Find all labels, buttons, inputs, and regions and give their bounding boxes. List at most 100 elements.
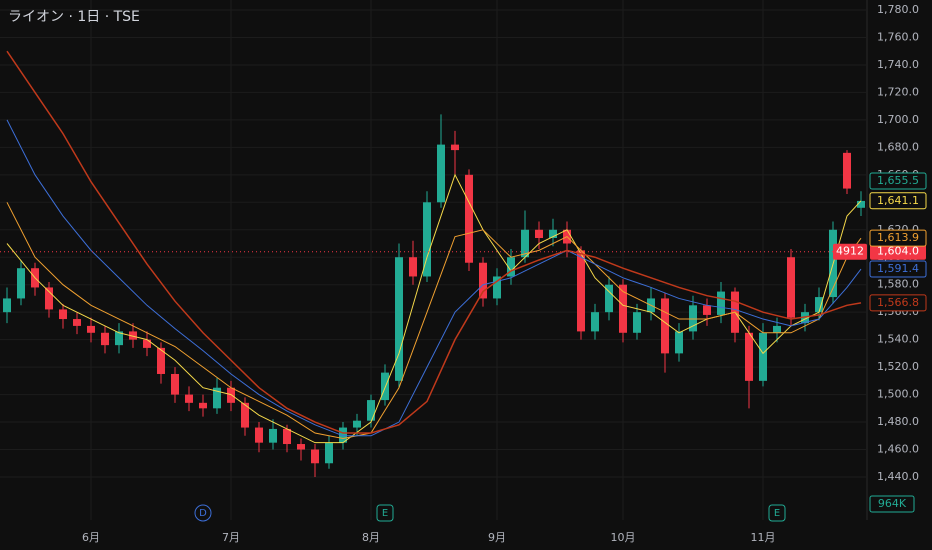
candle-body [199, 402, 207, 409]
candle-body [521, 229, 529, 258]
price-label-box [869, 229, 927, 247]
candle-body [171, 373, 179, 395]
candle-body [73, 319, 81, 326]
candle-body [675, 331, 683, 354]
candle-body [773, 325, 781, 333]
x-tick-label: 9月 [488, 531, 506, 544]
candle-body [577, 250, 585, 332]
candle-body [857, 200, 865, 208]
price-label: 1,655.5 [877, 174, 919, 187]
y-tick-label: 1,460.0 [877, 443, 919, 456]
event-marker [194, 504, 212, 522]
candle-body [787, 257, 795, 318]
y-tick-label: 1,760.0 [877, 30, 919, 43]
event-label: E [382, 508, 388, 519]
moving-average [6, 202, 862, 440]
y-tick-label: 1,540.0 [877, 333, 919, 346]
price-label: 1,566.8 [877, 296, 919, 309]
candle-body [451, 144, 459, 151]
x-tick-label: 11月 [751, 531, 776, 544]
candle-body [59, 309, 67, 320]
candle-body [241, 402, 249, 428]
candle-body [843, 152, 851, 189]
candle-body [17, 268, 25, 299]
price-label-box [869, 192, 927, 210]
symbol-text: 4912 [836, 245, 864, 258]
candle-body [605, 284, 613, 313]
candle-body [101, 332, 109, 346]
volume-label-box [869, 495, 915, 513]
price-label-box [869, 294, 927, 312]
y-tick-label: 1,440.0 [877, 470, 919, 483]
last-price-label: 1,604.0 [877, 245, 919, 258]
candle-body [745, 332, 753, 381]
candle-body [437, 144, 445, 203]
candle-body [283, 428, 291, 445]
candle-body [143, 339, 151, 348]
x-tick-label: 10月 [611, 531, 636, 544]
candle-body [311, 449, 319, 464]
y-tick-label: 1,580.0 [877, 278, 919, 291]
candle-body [535, 229, 543, 239]
price-label-box [869, 172, 927, 190]
candle-body [255, 427, 263, 443]
candle-body [465, 174, 473, 263]
candle-body [213, 387, 221, 409]
candle-body [633, 312, 641, 333]
x-tick-label: 7月 [222, 531, 240, 544]
y-tick-label: 1,520.0 [877, 360, 919, 373]
price-label: 1,641.1 [877, 194, 919, 207]
candle-body [129, 331, 137, 340]
candle-body [815, 297, 823, 313]
candle-body [269, 428, 277, 443]
candle-body [409, 257, 417, 277]
x-tick-label: 8月 [362, 531, 380, 544]
candle-body [703, 305, 711, 315]
candle-body [395, 257, 403, 381]
price-label: 1,613.9 [877, 231, 919, 244]
event-marker [376, 504, 394, 522]
candle-body [619, 284, 627, 333]
candle-body [339, 427, 347, 443]
candle-body [353, 420, 361, 428]
last-price-badge [870, 243, 926, 260]
price-label-box [869, 260, 927, 278]
candle-body [3, 298, 11, 313]
candle-body [507, 257, 515, 277]
candle-body [185, 394, 193, 403]
y-tick-label: 1,500.0 [877, 388, 919, 401]
candle-body [325, 442, 333, 464]
moving-average [6, 119, 862, 437]
candle-body [45, 287, 53, 310]
y-tick-label: 1,680.0 [877, 140, 919, 153]
candle-body [759, 332, 767, 381]
candle-body [297, 444, 305, 450]
candle-body [227, 387, 235, 403]
y-tick-label: 1,740.0 [877, 58, 919, 71]
candle-body [115, 331, 123, 346]
moving-average [6, 50, 862, 434]
y-tick-label: 1,720.0 [877, 85, 919, 98]
candle-body [423, 202, 431, 277]
candle-body [367, 400, 375, 421]
chart-title: ライオン · 1日 · TSE [8, 9, 140, 25]
price-label: 1,591.4 [877, 262, 919, 275]
candle-body [717, 291, 725, 315]
candle-body [549, 229, 557, 239]
candle-body [479, 262, 487, 299]
event-label: D [199, 508, 207, 519]
candle-body [157, 347, 165, 374]
candle-body [661, 298, 669, 354]
event-marker [768, 504, 786, 522]
candle-body [591, 312, 599, 332]
symbol-badge [833, 243, 867, 260]
candle-body [381, 372, 389, 401]
x-tick-label: 6月 [82, 531, 100, 544]
y-tick-label: 1,780.0 [877, 3, 919, 16]
event-label: E [774, 508, 780, 519]
y-tick-label: 1,700.0 [877, 113, 919, 126]
candle-body [87, 325, 95, 333]
y-tick-label: 1,480.0 [877, 415, 919, 428]
volume-label: 964K [878, 497, 907, 510]
